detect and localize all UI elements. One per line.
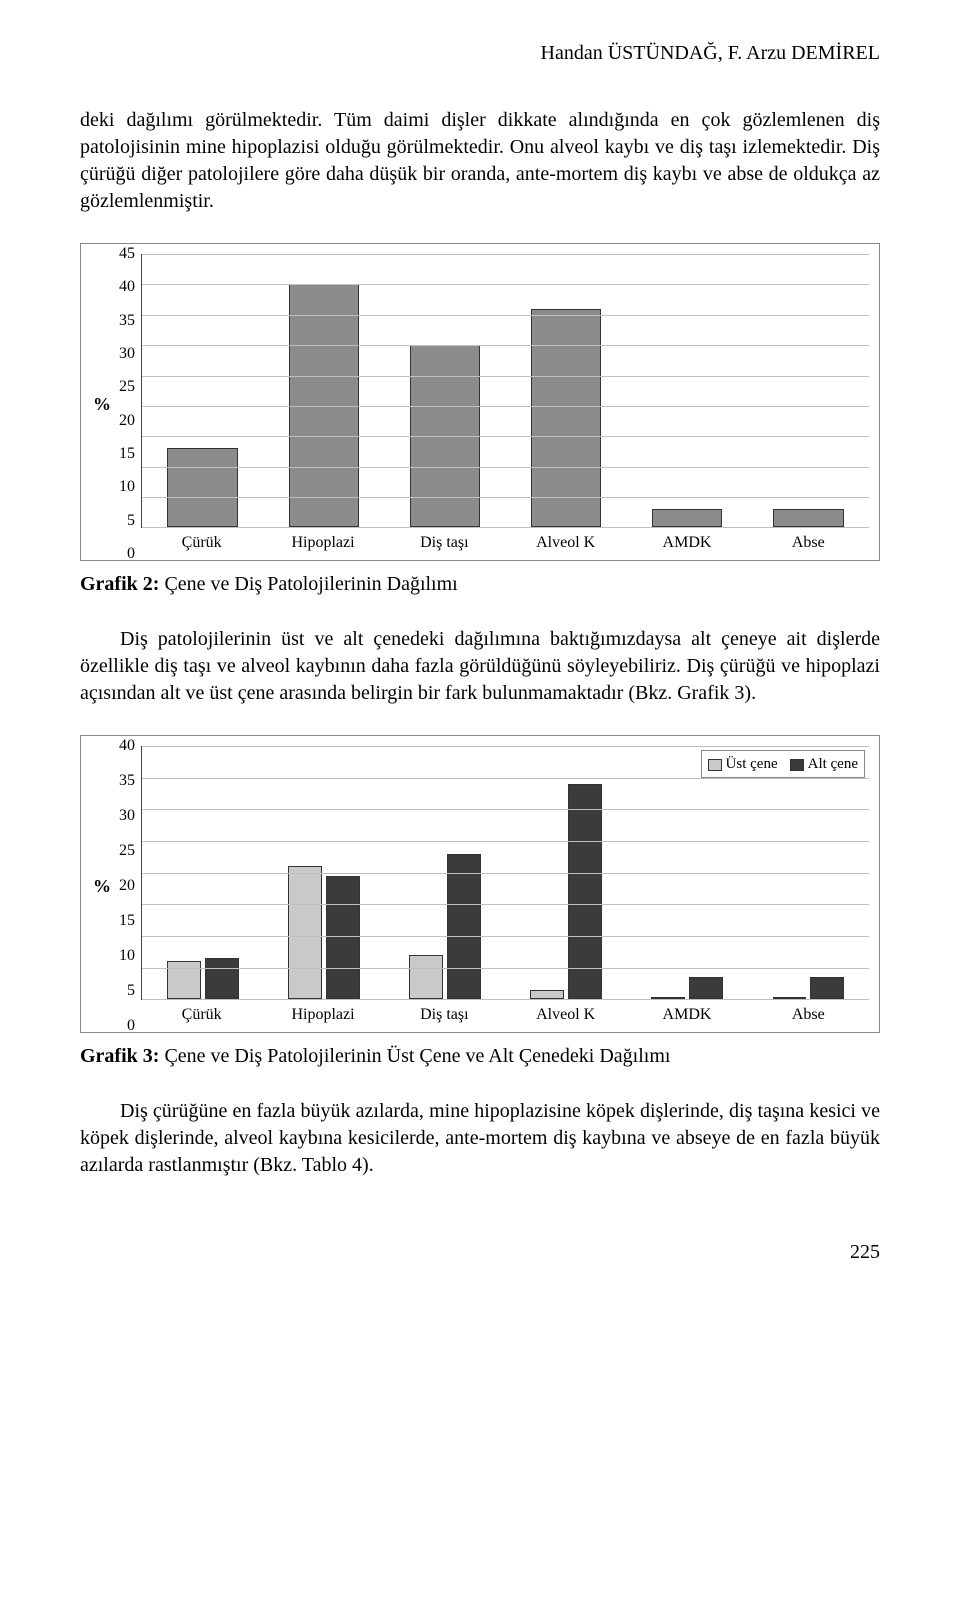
chart-3-gridline — [142, 968, 869, 969]
chart-3-gridline — [142, 936, 869, 937]
paragraph-3: Diş çürüğüne en fazla büyük azılarda, mi… — [80, 1098, 880, 1179]
paragraph-1: deki dağılımı görülmektedir. Tüm daimi d… — [80, 107, 880, 215]
chart-2-plot — [141, 254, 869, 528]
chart-3-gridline — [142, 841, 869, 842]
chart-2-slot — [263, 254, 384, 527]
chart-3-bar-alt — [810, 977, 844, 999]
chart-2-gridline — [142, 376, 869, 377]
chart-2-slot — [627, 254, 748, 527]
chart-2-gridline — [142, 315, 869, 316]
chart-2-xlabel: Alveol K — [505, 532, 626, 554]
page-number: 225 — [80, 1239, 880, 1266]
chart-3-gridline — [142, 809, 869, 810]
caption-2: Grafik 2: Çene ve Diş Patolojilerinin Da… — [80, 571, 880, 598]
chart-2-slot — [384, 254, 505, 527]
chart-3-bar-ust — [409, 955, 443, 999]
chart-3-yticks: 4035302520151050 — [113, 746, 141, 1026]
chart-3-bar-ust — [288, 866, 322, 999]
chart-2: % 454035302520151050 ÇürükHipoplaziDiş t… — [91, 254, 869, 554]
chart-3-gridline — [142, 999, 869, 1000]
chart-2-yticks: 454035302520151050 — [113, 254, 141, 554]
chart-2-xlabel: Abse — [748, 532, 869, 554]
chart-3-gridline — [142, 904, 869, 905]
chart-2-xlabel: AMDK — [626, 532, 747, 554]
chart-2-gridline — [142, 254, 869, 255]
header-authors: Handan ÜSTÜNDAĞ, F. Arzu DEMİREL — [80, 40, 880, 67]
caption-3: Grafik 3: Çene ve Diş Patolojilerinin Üs… — [80, 1043, 880, 1070]
chart-3-xlabels: ÇürükHipoplaziDiş taşıAlveol KAMDKAbse — [141, 1000, 869, 1026]
chart-3-xlabel: Hipoplazi — [262, 1004, 383, 1026]
chart-3-gridline — [142, 873, 869, 874]
chart-2-frame: % 454035302520151050 ÇürükHipoplaziDiş t… — [80, 243, 880, 561]
chart-3-xlabel: Çürük — [141, 1004, 262, 1026]
chart-3-xlabel: Alveol K — [505, 1004, 626, 1026]
chart-3-bar-alt — [447, 854, 481, 1000]
chart-2-gridline — [142, 406, 869, 407]
chart-3: % 4035302520151050 Üst çene Alt çene Çür… — [91, 746, 869, 1026]
chart-2-bar — [652, 509, 722, 527]
chart-3-ylabel: % — [91, 746, 113, 1026]
caption-3-bold: Grafik 3: — [80, 1045, 159, 1067]
caption-2-bold: Grafik 2: — [80, 573, 159, 595]
chart-2-gridline — [142, 497, 869, 498]
caption-2-text: Çene ve Diş Patolojilerinin Dağılımı — [159, 573, 457, 595]
chart-2-gridline — [142, 527, 869, 528]
chart-2-gridline — [142, 467, 869, 468]
chart-3-bar-ust — [530, 990, 564, 1000]
chart-2-gridline — [142, 284, 869, 285]
chart-3-plot: Üst çene Alt çene — [141, 746, 869, 1000]
chart-3-bar-alt — [205, 958, 239, 999]
chart-2-slot — [506, 254, 627, 527]
chart-2-gridline — [142, 436, 869, 437]
chart-2-xlabel: Çürük — [141, 532, 262, 554]
chart-2-bar — [773, 509, 843, 527]
chart-3-xlabel: Abse — [748, 1004, 869, 1026]
chart-2-bar — [167, 448, 237, 527]
chart-2-slot — [748, 254, 869, 527]
chart-2-xlabels: ÇürükHipoplaziDiş taşıAlveol KAMDKAbse — [141, 528, 869, 554]
chart-2-bar — [531, 309, 601, 528]
chart-2-xlabel: Diş taşı — [384, 532, 505, 554]
chart-3-bar-alt — [326, 876, 360, 1000]
chart-2-bars — [142, 254, 869, 527]
paragraph-2: Diş patolojilerinin üst ve alt çenedeki … — [80, 626, 880, 707]
chart-3-xlabel: AMDK — [626, 1004, 747, 1026]
chart-3-gridline — [142, 746, 869, 747]
chart-3-gridline — [142, 778, 869, 779]
chart-2-xlabel: Hipoplazi — [262, 532, 383, 554]
caption-3-text: Çene ve Diş Patolojilerinin Üst Çene ve … — [159, 1045, 670, 1067]
chart-3-bar-alt — [689, 977, 723, 999]
chart-2-ylabel: % — [91, 254, 113, 554]
chart-2-slot — [142, 254, 263, 527]
chart-2-gridline — [142, 345, 869, 346]
chart-3-frame: % 4035302520151050 Üst çene Alt çene Çür… — [80, 735, 880, 1033]
chart-3-xlabel: Diş taşı — [384, 1004, 505, 1026]
